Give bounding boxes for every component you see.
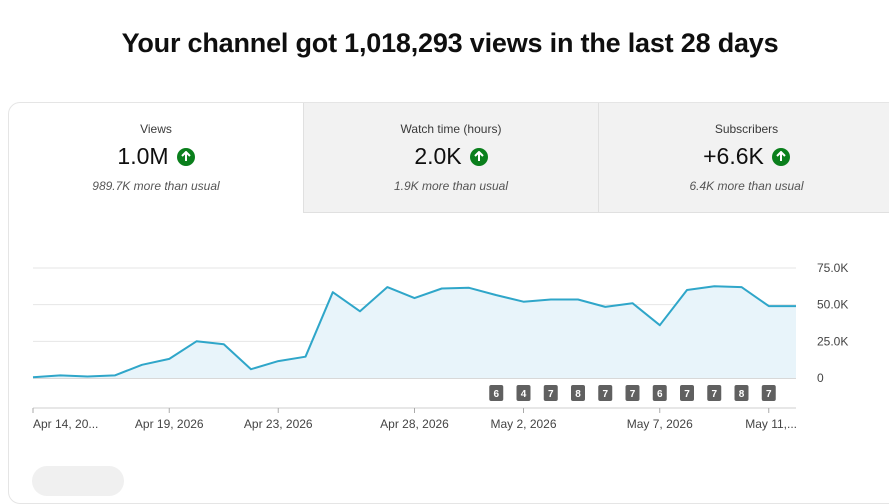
tab-subtext: 6.4K more than usual <box>689 179 804 193</box>
tab-label: Subscribers <box>714 122 779 136</box>
y-tick-label: 25.0K <box>817 334 848 348</box>
upload-marker-label: 6 <box>657 389 663 400</box>
x-tick-label: Apr 14, 20... <box>33 417 98 431</box>
y-tick-label: 0 <box>817 371 824 385</box>
tab-value: 2.0K <box>414 143 462 169</box>
tab-subtext: 989.7K more than usual <box>92 179 220 193</box>
upload-marker-label: 7 <box>602 389 608 400</box>
upload-marker-label: 7 <box>684 389 690 400</box>
arrow-up-icon <box>176 147 195 166</box>
x-tick-label: Apr 23, 2026 <box>244 417 313 431</box>
upload-marker <box>652 385 667 401</box>
tab-watch-time[interactable]: Watch time (hours) 2.0K 1.9K more than u… <box>303 103 598 213</box>
x-tick-label: Apr 28, 2026 <box>380 417 449 431</box>
tab-views[interactable]: Views 1.0M 989.7K more than usual <box>9 103 303 213</box>
upload-marker-label: 7 <box>548 389 554 400</box>
metric-tabs: Views 1.0M 989.7K more than usual Watch … <box>9 103 889 213</box>
upload-marker <box>571 385 585 401</box>
x-tick-label: May 2, 2026 <box>490 417 556 431</box>
y-tick-label: 50.0K <box>817 298 848 312</box>
upload-marker-label: 4 <box>521 389 527 400</box>
tab-subtext: 1.9K more than usual <box>393 179 509 193</box>
series-line <box>32 285 796 379</box>
upload-marker-label: 7 <box>766 389 772 400</box>
views-chart: 0 25.0K 50.0K 75.0K Apr 14, 20... Apr 19, 202… <box>32 261 848 431</box>
upload-marker <box>761 385 776 401</box>
x-tick-label: Apr 19, 2026 <box>135 417 204 431</box>
more-button[interactable] <box>32 466 124 496</box>
x-tick-label: May 11,... <box>745 417 797 431</box>
tab-value-row: 2.0K <box>304 143 598 170</box>
arrow-up-icon <box>469 147 488 166</box>
upload-marker <box>598 385 613 401</box>
upload-marker <box>707 385 722 401</box>
upload-marker <box>543 385 558 401</box>
upload-marker-label: 6 <box>493 389 499 400</box>
upload-marker-label: 8 <box>739 389 745 400</box>
tab-value-row: +6.6K <box>599 143 889 170</box>
tab-value: 1.0M <box>117 143 169 169</box>
upload-marker-label: 8 <box>575 389 581 400</box>
y-tick-label: 75.0K <box>817 261 848 275</box>
area-fill <box>33 286 796 378</box>
upload-marker <box>625 385 640 401</box>
tab-subscribers[interactable]: Subscribers +6.6K 6.4K more than usual <box>598 103 889 213</box>
upload-marker <box>734 385 749 401</box>
arrow-up-icon <box>771 147 790 166</box>
x-tick-label: May 7, 2026 <box>627 417 693 431</box>
tab-value: +6.6K <box>703 143 764 169</box>
upload-marker-label: 7 <box>711 389 717 400</box>
tab-label: Views <box>140 122 172 136</box>
upload-marker-label: 7 <box>630 389 636 400</box>
upload-marker <box>489 385 504 401</box>
upload-marker <box>680 385 694 401</box>
tab-label: Watch time (hours) <box>400 122 502 136</box>
page-title: Your channel got 1,018,293 views in the … <box>121 28 779 58</box>
upload-marker <box>516 385 531 401</box>
tab-value-row: 1.0M <box>9 143 303 170</box>
